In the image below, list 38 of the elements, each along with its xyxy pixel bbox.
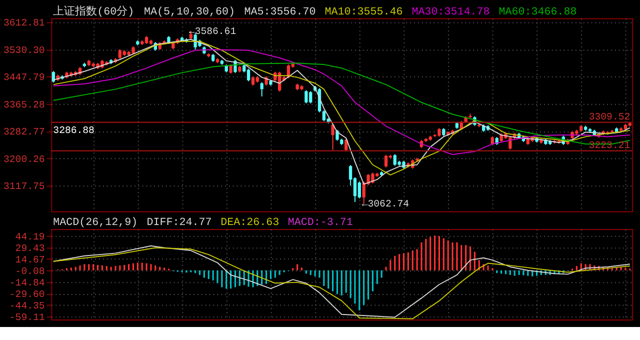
y-tick-label: 3282.77 bbox=[4, 126, 45, 138]
y-tick-label: 3200.26 bbox=[4, 154, 45, 165]
y-tick-label: -29.60 bbox=[9, 288, 45, 300]
text: DEA:26.63 bbox=[220, 217, 280, 230]
candlestick bbox=[331, 123, 334, 150]
y-tick-label: 29.43 bbox=[15, 242, 45, 254]
chart-title: 上证指数(60分) bbox=[53, 4, 134, 18]
text: MACD:-3.71 bbox=[288, 217, 353, 230]
text: MA10:3555.46 bbox=[324, 6, 403, 18]
y-tick-label: 3365.28 bbox=[4, 99, 45, 110]
y-tick-label: 3117.75 bbox=[4, 181, 45, 192]
candlestick bbox=[229, 64, 232, 74]
ref-line-label: 3309.52 bbox=[588, 111, 630, 122]
y-tick-label: -44.35 bbox=[9, 300, 45, 312]
y-tick-label: 14.67 bbox=[15, 254, 45, 266]
y-tick-label: 3530.30 bbox=[4, 44, 45, 56]
annotation: ←3586.61 bbox=[188, 26, 236, 37]
candlestick bbox=[358, 181, 361, 199]
annotation: 3286.88 bbox=[53, 124, 95, 136]
text: MA5:3556.70 bbox=[244, 6, 316, 18]
y-tick-label: -0.08 bbox=[15, 266, 45, 277]
chart-title: MACD(26,12,9) bbox=[53, 217, 138, 230]
y-tick-label: -14.84 bbox=[9, 277, 45, 288]
series-label: DIFF:24.77 bbox=[146, 217, 212, 230]
y-tick-label: 44.19 bbox=[15, 231, 45, 242]
text: MA60:3466.88 bbox=[498, 6, 577, 18]
candlestick bbox=[384, 154, 388, 168]
line-series bbox=[52, 49, 630, 156]
y-tick-label: 3612.81 bbox=[4, 18, 45, 29]
chart-subtitle: MA(5,10,30,60) bbox=[144, 6, 236, 18]
candlestick bbox=[304, 90, 308, 104]
text: MA30:3514.78 bbox=[412, 6, 490, 18]
candlestick bbox=[246, 68, 250, 82]
y-tick-label: -59.11 bbox=[9, 312, 45, 323]
annotation: ←3062.74 bbox=[362, 198, 410, 210]
candlestick bbox=[118, 48, 122, 60]
candlestick bbox=[251, 76, 255, 86]
y-tick-label: 3447.79 bbox=[4, 72, 45, 84]
